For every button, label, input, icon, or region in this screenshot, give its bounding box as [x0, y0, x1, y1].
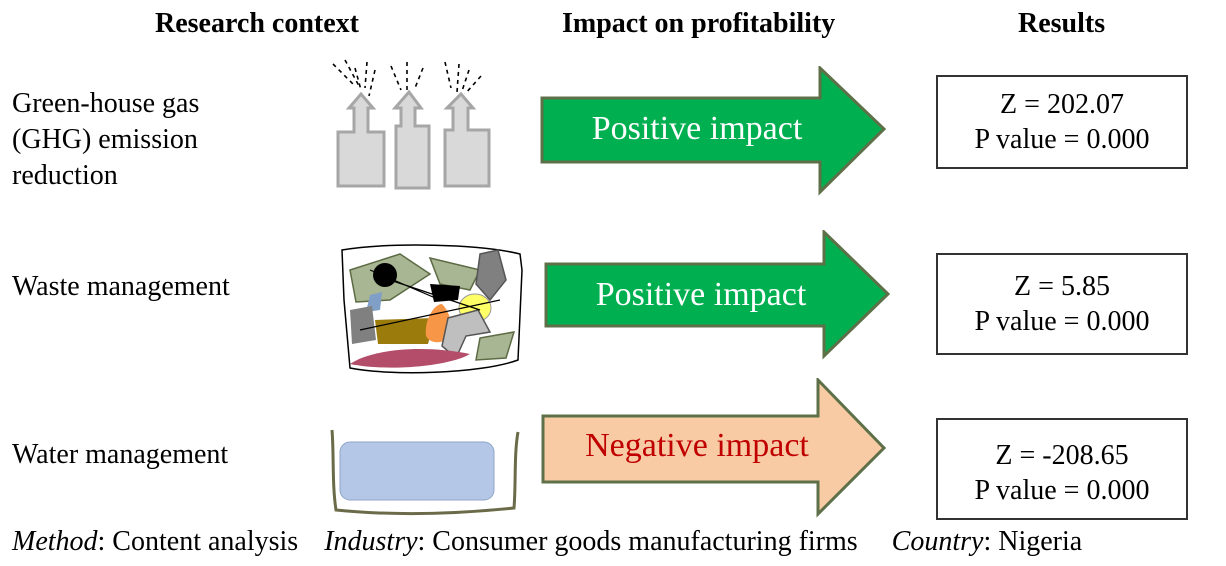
result-z-ghg: Z = 202.07 — [1000, 89, 1124, 120]
impact-label-container-ghg: Positive impact — [552, 110, 842, 154]
context-ghg: Green-house gas (GHG) emission reduction — [12, 86, 199, 194]
context-water: Water management — [12, 437, 228, 473]
footer-industry-label: Industry — [324, 526, 418, 557]
footer: Method: Content analysis Industry: Consum… — [12, 526, 1082, 558]
impact-label-ghg: Positive impact — [591, 110, 803, 147]
waste-pile-icon — [341, 244, 523, 374]
result-z-waste: Z = 5.85 — [1014, 271, 1110, 302]
context-ghg-line-1: Green-house gas — [12, 88, 200, 119]
result-box-ghg: Z = 202.07 P value = 0.000 — [936, 75, 1188, 169]
impact-arrow-water — [541, 378, 887, 518]
header-results: Results — [1018, 8, 1106, 39]
impact-arrow-ghg — [540, 66, 887, 196]
result-z-water: Z = -208.65 — [995, 440, 1129, 471]
smokestack-icon — [332, 59, 491, 190]
result-p-water: P value = 0.000 — [974, 475, 1150, 506]
context-waste-line-1: Waste management — [12, 271, 230, 302]
context-ghg-line-2: (GHG) emission — [12, 124, 198, 155]
header-research-context: Research context — [155, 8, 359, 39]
footer-method-label: Method — [12, 526, 98, 557]
context-waste: Waste management — [12, 269, 230, 305]
result-p-ghg: P value = 0.000 — [974, 124, 1150, 155]
result-box-waste: Z = 5.85 P value = 0.000 — [936, 253, 1188, 355]
impact-arrow-waste — [544, 230, 891, 360]
impact-label-container-water: Negative impact — [552, 427, 842, 471]
impact-label-container-waste: Positive impact — [556, 276, 846, 320]
footer-method-value: : Content analysis — [97, 526, 299, 557]
context-ghg-line-3: reduction — [12, 160, 118, 191]
impact-label-waste: Positive impact — [595, 276, 807, 313]
footer-country-label: Country — [891, 526, 984, 557]
impact-label-water: Negative impact — [585, 427, 809, 464]
water-tank-icon — [330, 429, 520, 516]
footer-country-value: : Nigeria — [983, 526, 1083, 557]
result-box-water: Z = -208.65 P value = 0.000 — [936, 418, 1188, 520]
footer-industry-value: : Consumer goods manufacturing firms — [417, 526, 858, 557]
result-p-waste: P value = 0.000 — [974, 306, 1150, 337]
context-water-line-1: Water management — [12, 439, 229, 470]
header-impact: Impact on profitability — [562, 8, 836, 39]
